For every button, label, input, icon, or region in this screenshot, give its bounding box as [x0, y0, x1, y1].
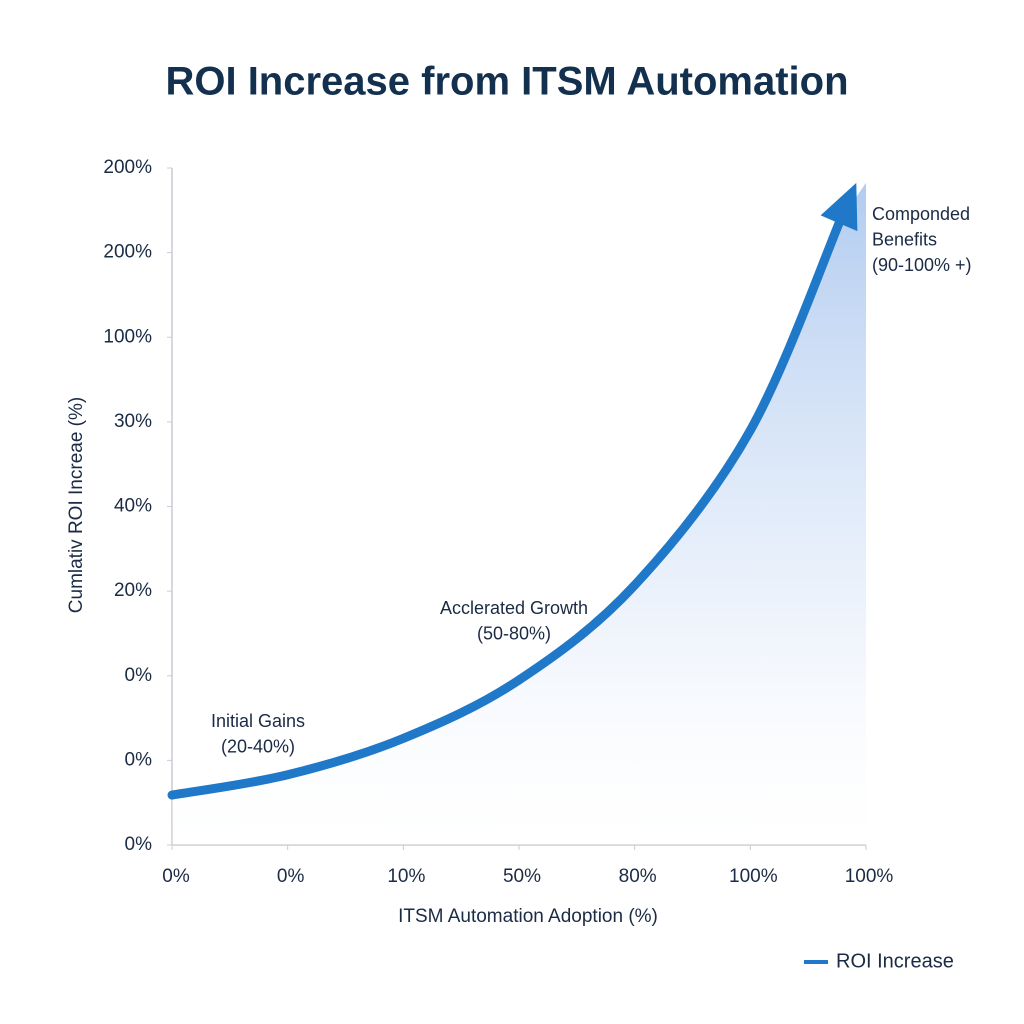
annotation: (20-40%) [221, 736, 295, 756]
y-tick-label: 20% [114, 580, 152, 601]
y-tick-label: 40% [114, 496, 152, 517]
y-tick-label: 200% [103, 157, 152, 178]
annotation: (50-80%) [477, 623, 551, 643]
y-tick-label: 0% [125, 749, 153, 770]
x-tick-label: 100% [845, 866, 894, 887]
y-tick-label: 30% [114, 411, 152, 432]
annotation: Initial Gains [211, 711, 305, 731]
annotation: (90-100% +) [872, 255, 972, 275]
x-tick-label: 10% [387, 866, 425, 887]
y-tick-label: 0% [125, 834, 153, 855]
chart-title: ROI Increase from ITSM Automation [165, 60, 848, 104]
annotation: Benefits [872, 229, 937, 249]
y-tick-label: 200% [103, 242, 152, 263]
y-tick-label: 100% [103, 326, 152, 347]
y-tick-label: 0% [125, 665, 153, 686]
annotation: Componded [872, 204, 970, 224]
x-tick-label: 0% [277, 866, 305, 887]
legend-label: ROI Increase [836, 950, 954, 972]
x-tick-label: 100% [729, 866, 778, 887]
x-tick-label: 50% [503, 866, 541, 887]
series-line [167, 215, 846, 800]
x-tick-label: 80% [619, 866, 657, 887]
x-axis-label: ITSM Automation Adoption (%) [398, 906, 658, 927]
arrow-head [820, 182, 858, 232]
area-fill [172, 182, 866, 845]
x-tick-label: 0% [162, 866, 190, 887]
annotation: Acclerated Growth [440, 598, 588, 618]
y-axis-label: Cumlativ ROI Increae (%) [66, 397, 87, 613]
